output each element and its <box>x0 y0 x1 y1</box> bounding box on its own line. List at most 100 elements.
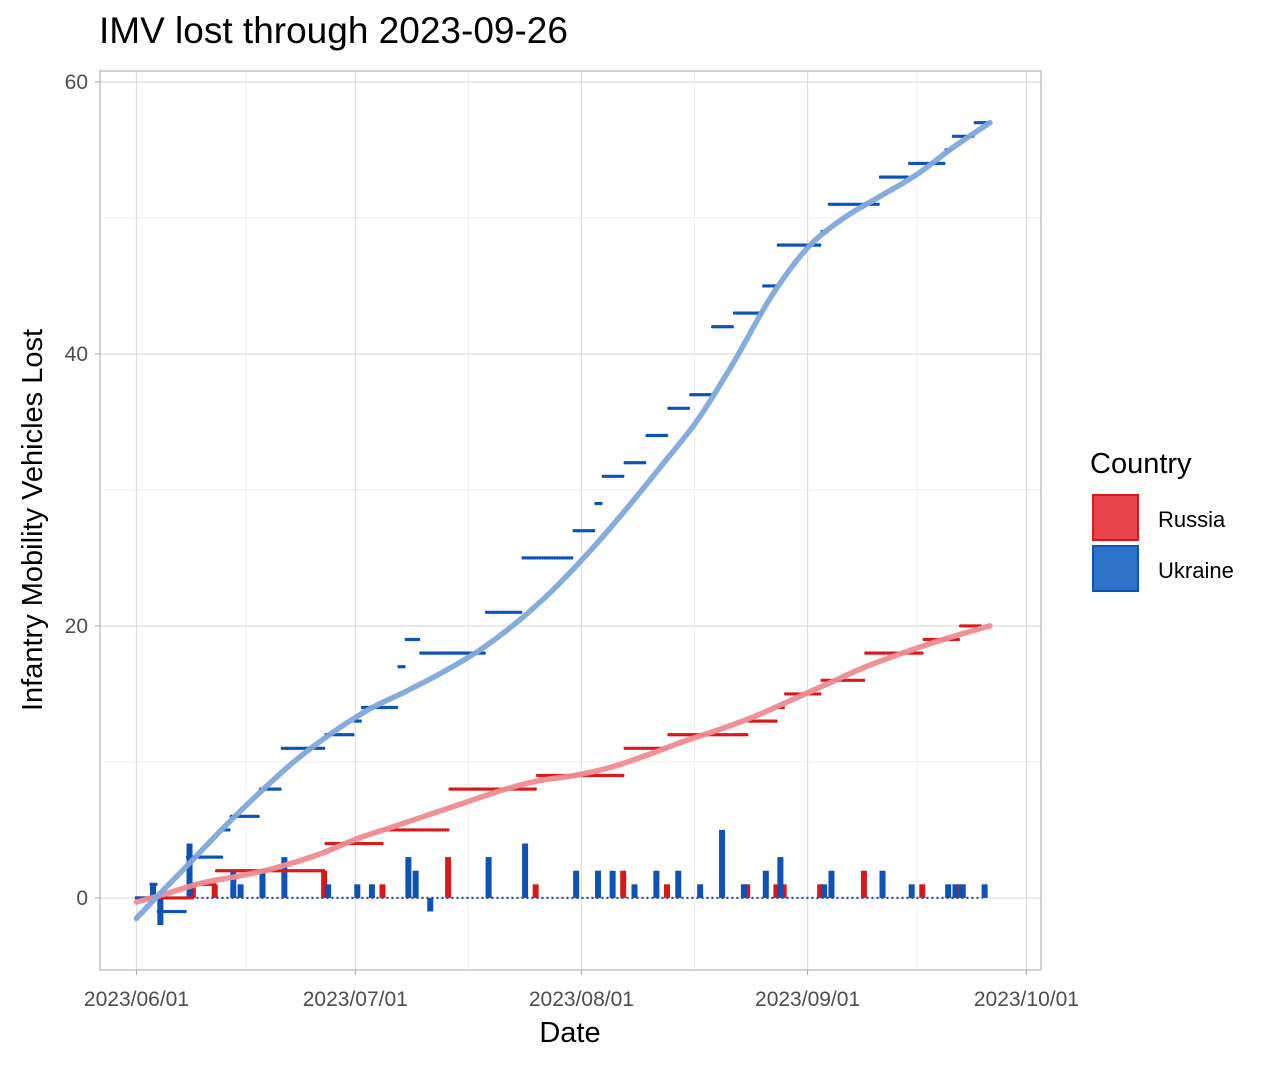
russia-cumulative-dot <box>467 787 472 791</box>
russia-cumulative-dot <box>176 896 180 900</box>
russia-cumulative-dot <box>599 773 603 778</box>
russia-cumulative-dot <box>735 733 739 737</box>
russia-cumulative-dot <box>754 719 759 723</box>
ukraine-cumulative-dot <box>431 651 435 655</box>
ukraine-cumulative-dot <box>900 175 905 179</box>
ukraine-cumulative-dot <box>518 610 523 615</box>
ukraine-cumulative-dot <box>664 433 669 438</box>
russia-cumulative-dot <box>645 746 649 751</box>
ukraine-cumulative-dot <box>151 882 156 887</box>
ukraine-cumulative-dot <box>579 529 584 533</box>
russia-cumulative-dot <box>650 746 654 751</box>
ukraine-cumulative-dot <box>244 814 248 819</box>
ukraine-cumulative-dot <box>562 556 567 560</box>
ukraine-cumulative-dot <box>438 651 443 655</box>
ukraine-cumulative-dot <box>645 433 649 438</box>
russia-cumulative-dot <box>278 869 282 873</box>
ukraine-daily-bar <box>879 870 886 898</box>
y-tick-label: 40 <box>65 343 88 366</box>
russia-cumulative-dot <box>212 882 216 887</box>
russia-cumulative-dot <box>465 787 469 791</box>
ukraine-cumulative-dot <box>796 243 800 247</box>
russia-cumulative-dot <box>630 746 635 751</box>
russia-cumulative-dot <box>280 869 285 873</box>
ukraine-cumulative-dot <box>706 392 710 397</box>
russia-daily-bar <box>744 884 751 898</box>
ukraine-cumulative-dot <box>677 406 681 410</box>
ukraine-cumulative-dot <box>752 311 756 315</box>
russia-cumulative-dot <box>460 787 464 791</box>
russia-cumulative-dot <box>531 787 535 791</box>
ukraine-daily-bar <box>821 884 828 898</box>
russia-cumulative-dot <box>487 787 491 791</box>
panel-border <box>99 70 1042 971</box>
ukraine-cumulative-dot <box>217 855 221 859</box>
russia-cumulative-dot <box>618 773 623 778</box>
ukraine-cumulative-dot <box>720 324 725 329</box>
russia-cumulative-dot <box>849 678 854 683</box>
ukraine-cumulative-dot <box>613 474 618 478</box>
russia-cumulative-dot <box>360 841 365 846</box>
ukraine-cumulative-dot <box>959 134 963 138</box>
russia-cumulative-dot <box>540 773 545 778</box>
russia-cumulative-dot <box>302 869 306 873</box>
russia-cumulative-dot <box>375 841 379 846</box>
russia-cumulative-dot <box>324 841 328 846</box>
russia-cumulative-dot <box>613 773 618 778</box>
x-axis: 2023/06/01 2023/07/01 2023/08/01 2023/09/01… <box>84 970 1079 1011</box>
ukraine-cumulative-dot <box>659 433 664 438</box>
russia-cumulative-dot <box>217 869 221 873</box>
russia-cumulative-dot <box>180 896 185 900</box>
russia-cumulative-dot <box>604 773 608 778</box>
russia-cumulative-dot <box>737 733 742 737</box>
ukraine-cumulative-dot <box>336 733 340 737</box>
ukraine-cumulative-dot <box>689 392 693 397</box>
russia-cumulative-dot <box>426 828 430 832</box>
cumulative-dots <box>134 120 990 914</box>
ukraine-cumulative-dot <box>890 175 895 179</box>
russia-cumulative-dot <box>925 637 929 642</box>
ukraine-cumulative-dot <box>978 120 982 125</box>
x-tick-label: 2023/09/01 <box>755 988 860 1011</box>
russia-cumulative-dot <box>428 828 433 832</box>
daily-loss-bars <box>136 829 988 926</box>
russia-cumulative-dot <box>818 692 822 696</box>
ukraine-cumulative-dot <box>898 175 902 179</box>
russia-cumulative-dot <box>917 651 922 655</box>
russia-cumulative-dot <box>234 869 238 873</box>
russia-cumulative-dot <box>416 828 421 832</box>
russia-cumulative-dot <box>173 896 178 900</box>
ukraine-cumulative-dot <box>149 882 153 887</box>
russia-cumulative-dot <box>873 651 878 655</box>
y-tick-label: 0 <box>76 887 88 910</box>
russia-cumulative-dot <box>723 733 727 737</box>
ukraine-daily-bar <box>485 857 492 898</box>
ukraine-cumulative-dot <box>915 161 919 166</box>
ukraine-trend-line <box>133 119 993 922</box>
russia-cumulative-dot <box>458 787 462 791</box>
russia-cumulative-dot <box>786 692 790 696</box>
ukraine-cumulative-dot <box>441 651 445 655</box>
ukraine-cumulative-dot <box>625 460 630 465</box>
ukraine-cumulative-dot <box>667 406 671 410</box>
russia-cumulative-dot <box>601 773 606 778</box>
russia-daily-bar <box>379 884 386 898</box>
ukraine-cumulative-dot <box>883 175 888 179</box>
ukraine-daily-bar <box>945 884 952 898</box>
russia-cumulative-dot <box>638 746 642 751</box>
russia-cumulative-dot <box>669 733 674 737</box>
russia-cumulative-dot <box>752 719 756 723</box>
russia-cumulative-dot <box>883 651 888 655</box>
ukraine-cumulative-dot <box>543 556 547 560</box>
legend-swatch-ukraine <box>1092 545 1139 592</box>
ukraine-cumulative-dot <box>390 705 394 710</box>
russia-cumulative-dot <box>912 651 917 655</box>
russia-cumulative-dot <box>241 869 246 873</box>
russia-cumulative-dot <box>783 692 788 696</box>
ukraine-cumulative-dot <box>798 243 802 247</box>
ukraine-cumulative-dot <box>922 161 926 166</box>
russia-cumulative-dot <box>793 692 798 696</box>
russia-cumulative-dot <box>728 733 732 737</box>
ukraine-cumulative-dot <box>779 243 783 247</box>
russia-cumulative-dot <box>689 733 693 737</box>
